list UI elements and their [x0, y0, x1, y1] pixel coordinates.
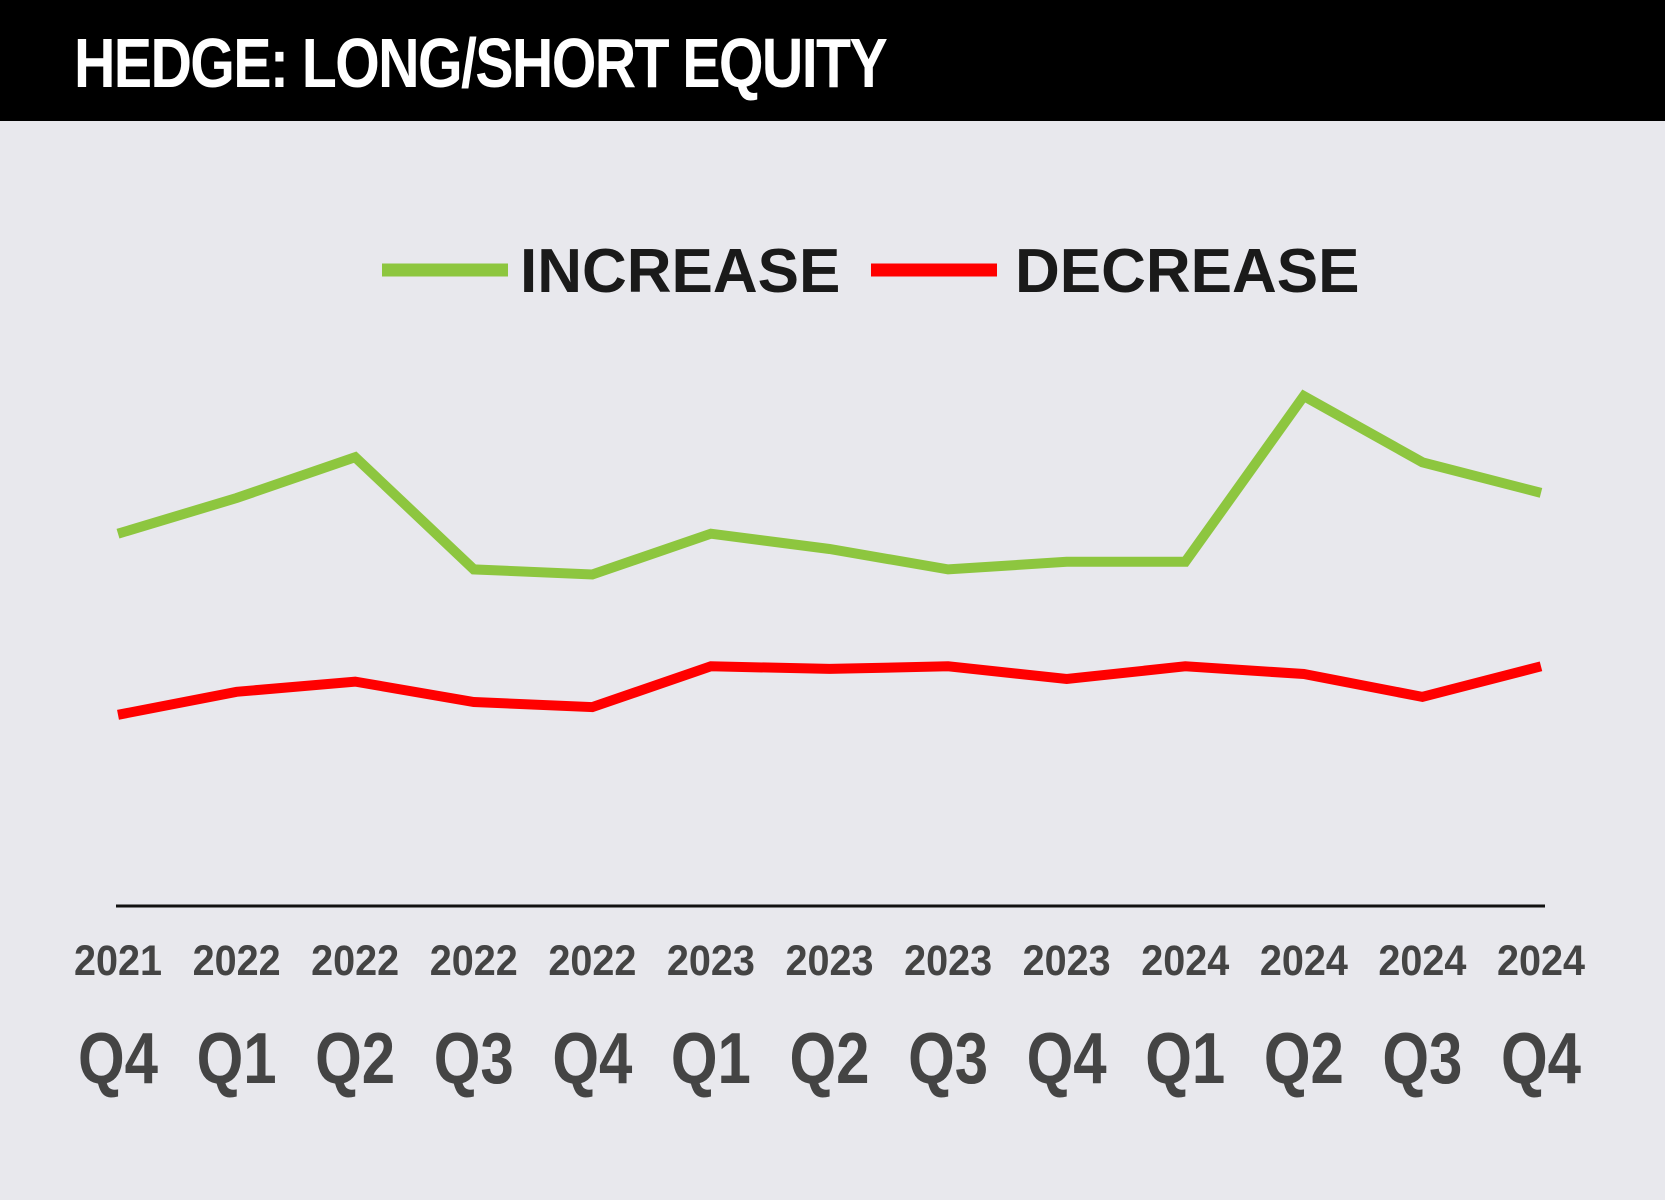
tick-label-year: 2023: [667, 937, 755, 985]
tick-label-quarter: Q4: [78, 1019, 158, 1099]
tick-label-year: 2023: [904, 937, 992, 985]
tick-label-year: 2024: [1378, 937, 1466, 985]
tick-label-quarter: Q2: [315, 1019, 395, 1099]
tick-label-quarter: Q1: [197, 1019, 277, 1099]
tick-label-quarter: Q1: [671, 1019, 751, 1099]
series-line-decrease: [117, 661, 1543, 720]
tick-label-quarter: Q4: [1501, 1019, 1581, 1099]
series-layer: [116, 389, 1543, 720]
tick-label-quarter: Q4: [1027, 1019, 1107, 1099]
tick-label-year: 2024: [1497, 937, 1585, 985]
series-decrease: [117, 661, 1543, 720]
tick-label-quarter: Q3: [434, 1019, 514, 1099]
tick-label-quarter: Q3: [908, 1019, 988, 1099]
tick-label-quarter: Q3: [1382, 1019, 1462, 1099]
tick-label-year: 2022: [311, 937, 399, 985]
legend-label-decrease: DECREASE: [1015, 237, 1360, 306]
tick-label-quarter: Q4: [552, 1019, 632, 1099]
series-increase: [116, 389, 1543, 580]
chart-legend: INCREASE DECREASE: [382, 237, 1360, 306]
legend-label-increase: INCREASE: [520, 237, 840, 306]
chart-title: HEDGE: LONG/SHORT EQUITY: [74, 24, 888, 102]
tick-label-year: 2024: [1260, 937, 1348, 985]
tick-label-year: 2023: [786, 937, 874, 985]
tick-label-year: 2022: [193, 937, 281, 985]
tick-label-year: 2022: [430, 937, 518, 985]
tick-label-quarter: Q2: [1264, 1019, 1344, 1099]
tick-label-quarter: Q2: [790, 1019, 870, 1099]
x-axis-tick-labels: 2021 Q4 2022 Q1 2022 Q2 2022 Q3 2022 Q4 2023 Q1 2023…: [74, 937, 1585, 1099]
tick-label-year: 2021: [74, 937, 162, 985]
tick-label-quarter: Q1: [1145, 1019, 1225, 1099]
tick-label-year: 2024: [1141, 937, 1229, 985]
tick-label-year: 2023: [1023, 937, 1111, 985]
series-line-increase: [116, 389, 1543, 580]
title-bar: HEDGE: LONG/SHORT EQUITY: [0, 0, 1665, 121]
tick-label-year: 2022: [548, 937, 636, 985]
